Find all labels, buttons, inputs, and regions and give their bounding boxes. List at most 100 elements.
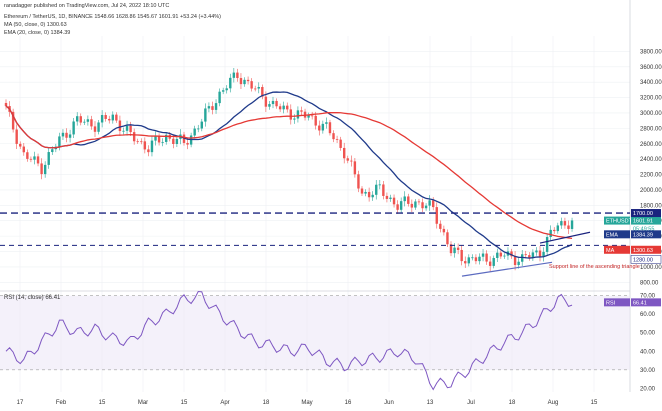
candle-body (314, 115, 317, 126)
candle-body (421, 202, 424, 209)
time-tick-label: Feb (56, 400, 67, 406)
price-tick-label: 3600.00 (640, 65, 662, 71)
candle-body (58, 136, 61, 147)
resistance-tag: 1700.00 (633, 211, 653, 217)
candle-body (93, 126, 97, 132)
candle-body (43, 164, 47, 175)
candle-body (61, 132, 65, 137)
candle-body (47, 152, 50, 165)
candle-body (321, 123, 325, 131)
candle-body (286, 105, 289, 110)
candle-body (350, 160, 353, 162)
rsi-legend: RSI (14, close) 66.41 (4, 295, 61, 301)
candle-body (207, 106, 211, 109)
candle-body (428, 200, 431, 206)
ethusdt-tag: ETHUSDT (606, 219, 633, 225)
candle-body (414, 201, 417, 208)
candle-body (268, 104, 271, 107)
candle-body (236, 72, 239, 79)
candle-body (318, 125, 321, 131)
rsi-panel: 20.00 30.00 40.00 50.00 60.00 70.00 RSI (14, c… (0, 291, 661, 392)
candle-body (221, 90, 225, 92)
candle-body (132, 132, 136, 142)
price-tick-label: 2200.00 (640, 173, 662, 179)
candle-body (453, 247, 456, 254)
candle-body (496, 252, 499, 258)
candle-body (481, 253, 485, 257)
annotations: Support line of the ascending triangle (549, 264, 640, 270)
candle-body (485, 253, 488, 262)
candle-body (371, 194, 374, 198)
candle-body (503, 255, 506, 257)
candle-body (246, 79, 250, 82)
candle-body (367, 191, 371, 198)
rsi-tick-label: 60.00 (640, 312, 656, 318)
candle-body (22, 146, 25, 153)
ema-value-tag: 1384.39 (633, 232, 653, 238)
candle-body (264, 96, 268, 107)
time-tick-label: Apr (220, 400, 229, 406)
candle-body (193, 128, 196, 136)
candles (4, 67, 574, 272)
candle-body (549, 229, 552, 238)
candle-body (65, 132, 68, 138)
time-tick-label: 15 (99, 400, 106, 406)
candle-body (90, 119, 93, 127)
candle-body (535, 250, 538, 253)
candle-body (403, 196, 406, 202)
candle-body (271, 100, 275, 105)
candle-body (325, 122, 328, 124)
candle-body (76, 116, 79, 122)
rsi-tick-label: 30.00 (640, 368, 656, 374)
rsi-tick-label: 40.00 (640, 349, 656, 355)
candle-body (328, 122, 332, 134)
candle-body (97, 122, 100, 132)
candle-body (417, 201, 421, 203)
candle-body (296, 110, 300, 119)
candle-body (254, 88, 257, 90)
ma50-line (5, 105, 573, 239)
candle-body (364, 191, 367, 194)
candle-body (36, 156, 40, 164)
candle-body (399, 201, 403, 210)
candle-body (243, 79, 246, 85)
candle-body (182, 134, 186, 143)
candle-body (147, 149, 150, 153)
candle-body (186, 142, 189, 145)
ma-value-tag-bg (631, 245, 661, 254)
rsi-tick-label: 50.00 (640, 331, 656, 337)
candle-body (385, 195, 389, 199)
annotation-text: Support line of the ascending triangle (549, 264, 640, 270)
last-price-tag-bg (631, 216, 661, 225)
candle-body (432, 200, 435, 208)
last-price-tag: 1601.91 (633, 219, 653, 225)
ma-value-tag: 1300.63 (633, 248, 653, 254)
candle-body (293, 118, 296, 120)
price-tick-label: 800.00 (640, 280, 659, 286)
candle-body (378, 184, 381, 186)
price-tick-label: 2000.00 (640, 188, 662, 194)
candle-body (261, 87, 264, 97)
candle-body (204, 108, 207, 122)
price-tick-label: 1000.00 (640, 265, 662, 271)
candle-body (118, 120, 122, 132)
candle-body (474, 257, 478, 262)
candle-body (129, 125, 132, 133)
candle-body (563, 221, 567, 226)
candle-body (175, 138, 179, 144)
candle-body (26, 152, 29, 159)
time-tick-label: 17 (17, 400, 24, 406)
candle-body (250, 81, 253, 89)
candle-body (104, 115, 107, 119)
time-tick-label: 13 (427, 400, 434, 406)
ema20-line (5, 91, 573, 259)
support-tag: 1280.00 (633, 257, 653, 263)
rsi-tag-bg (604, 298, 630, 307)
candle-body (197, 128, 200, 130)
candle-body (442, 228, 446, 233)
candle-body (567, 225, 570, 229)
candle-body (467, 257, 470, 264)
candle-body (278, 106, 282, 110)
candle-body (136, 141, 139, 143)
